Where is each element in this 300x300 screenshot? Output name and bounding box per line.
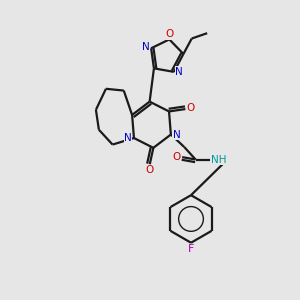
Text: F: F (188, 244, 194, 254)
Text: O: O (145, 165, 153, 175)
Text: O: O (187, 103, 195, 113)
Text: N: N (142, 42, 150, 52)
Text: NH: NH (211, 154, 226, 164)
Text: O: O (173, 152, 181, 161)
Text: N: N (173, 130, 181, 140)
Text: N: N (124, 133, 132, 143)
Text: N: N (176, 67, 183, 77)
Text: O: O (165, 29, 173, 39)
